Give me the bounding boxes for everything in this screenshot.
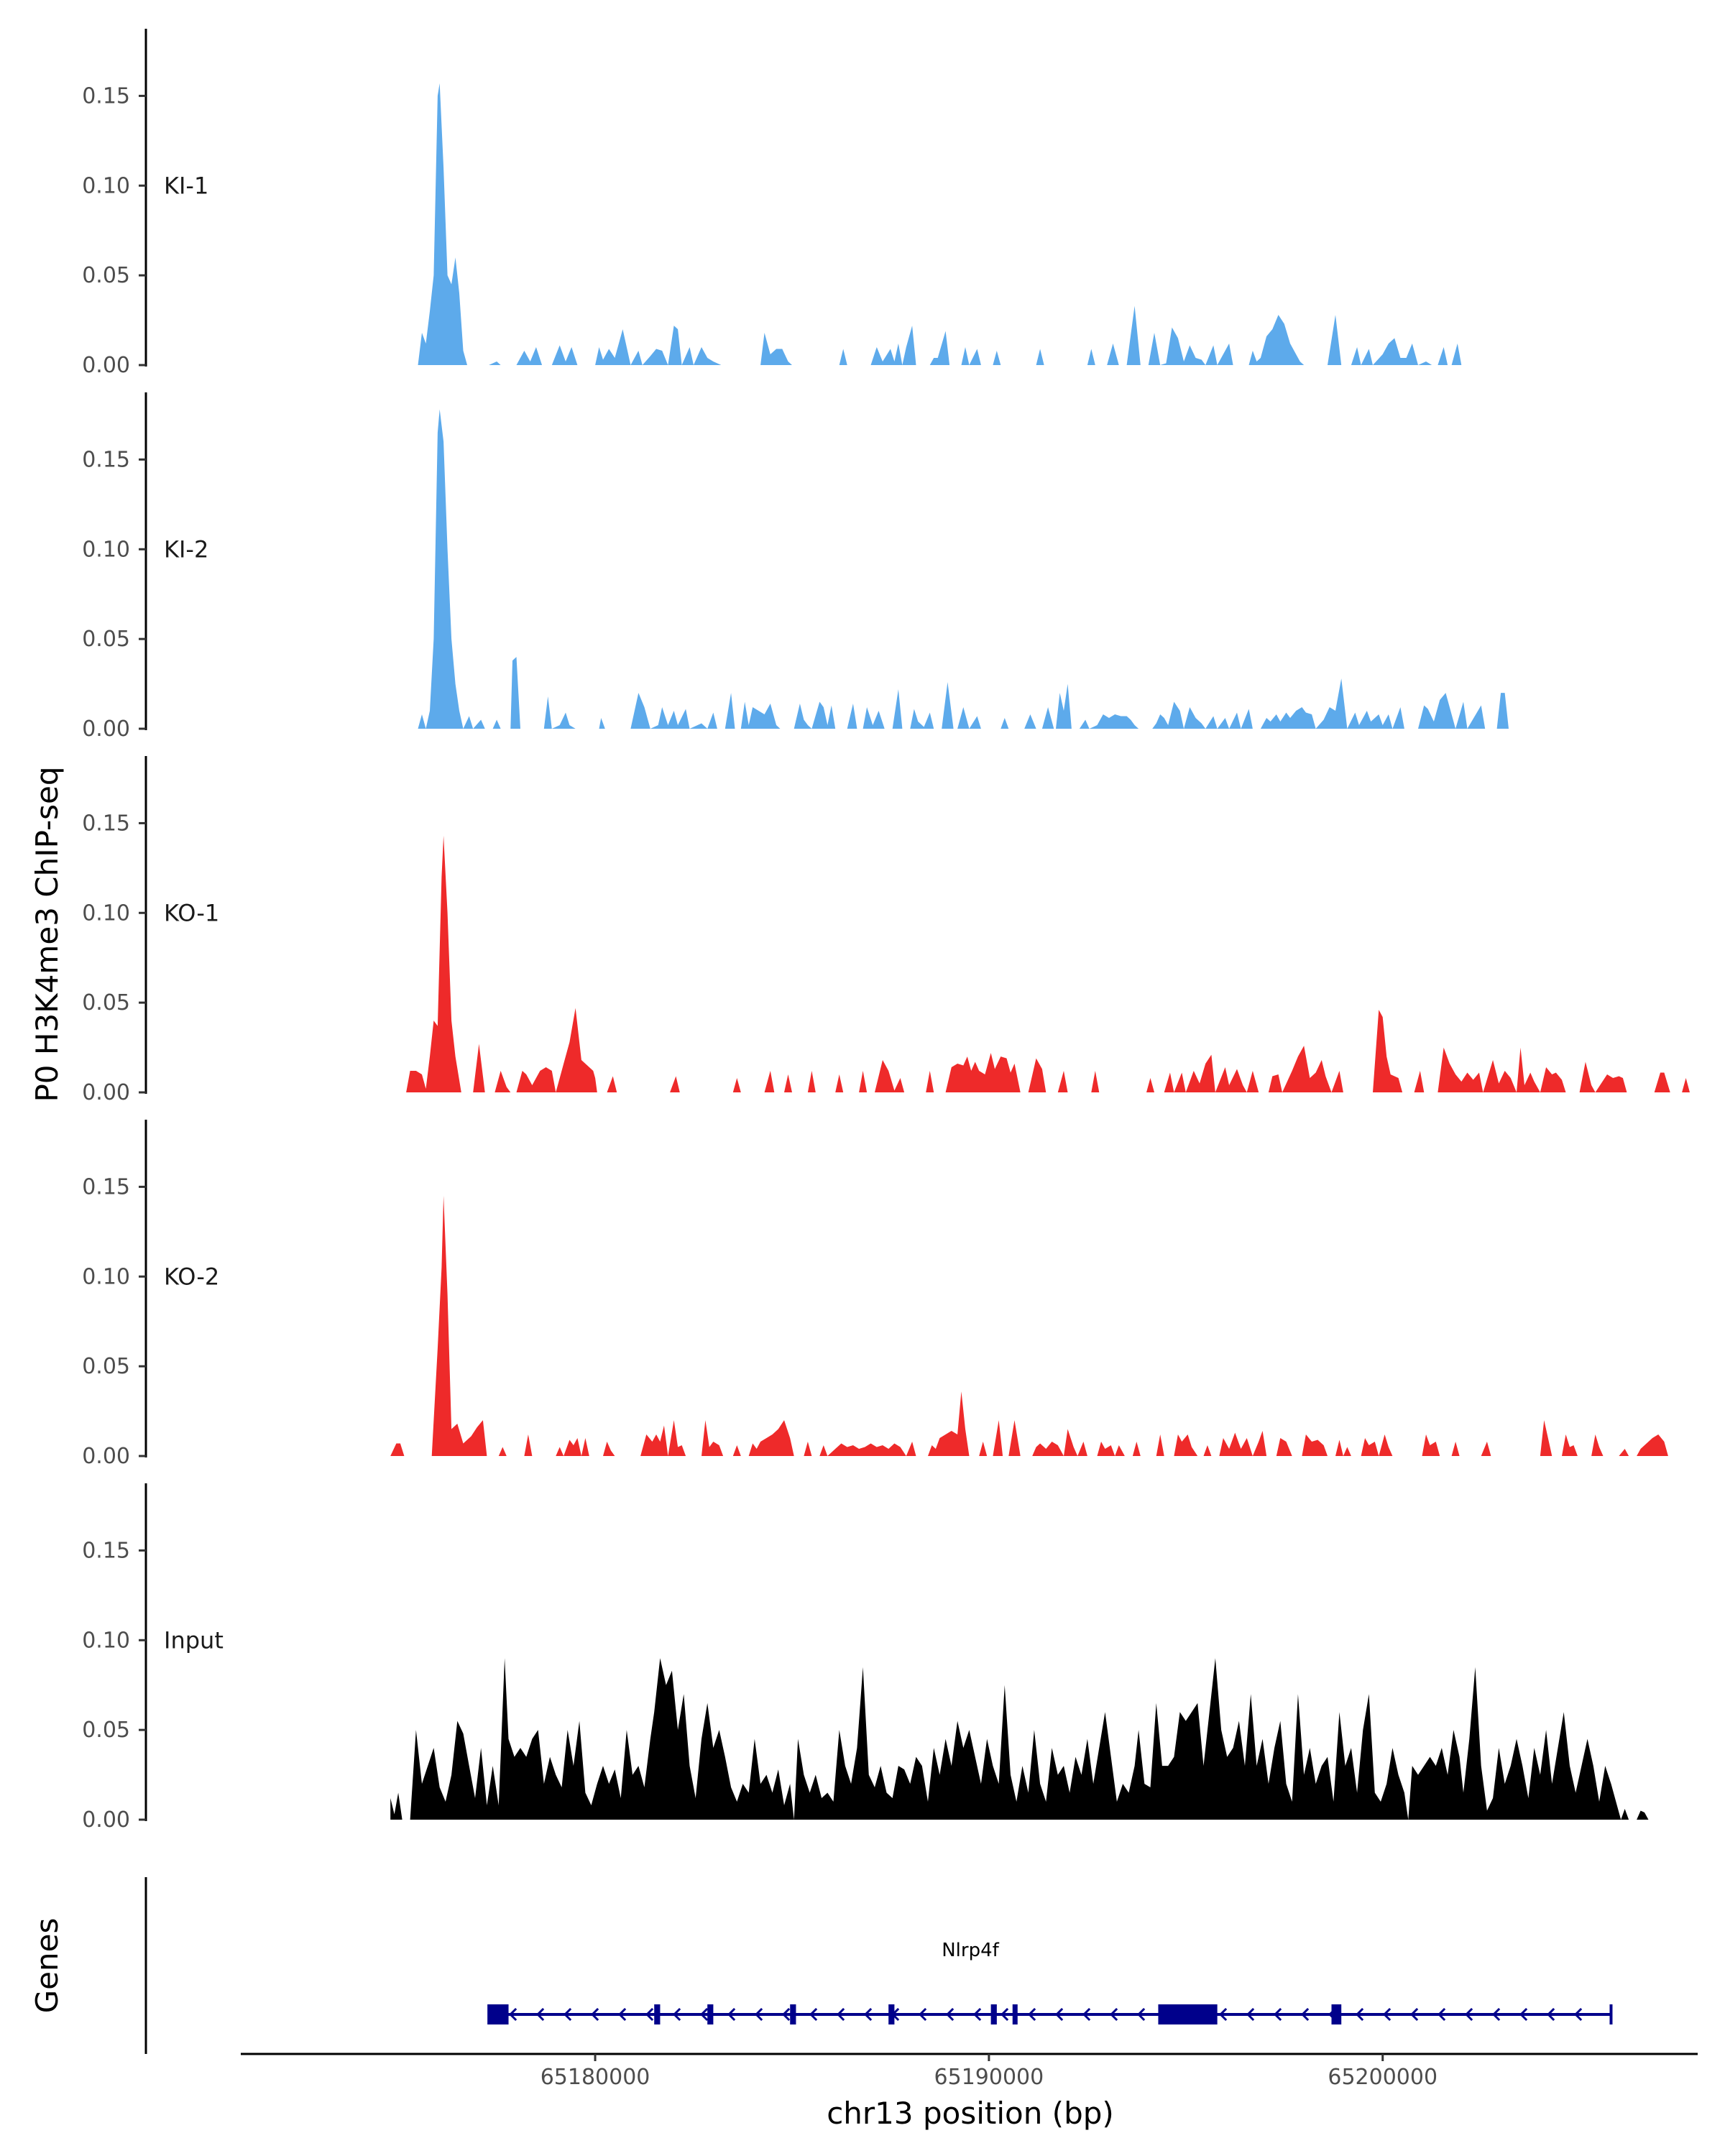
gene-exon — [707, 2004, 714, 2024]
track-input: 0.00 0.05 0.10 0.15 Input — [82, 1483, 1649, 1833]
strand-arrow — [1356, 2007, 1364, 2022]
strand-arrow — [727, 2007, 736, 2022]
strand-arrow — [946, 2007, 954, 2022]
track-label: KO-1 — [164, 900, 219, 927]
strand-arrow — [1028, 2007, 1036, 2022]
x-axis: 65180000 65190000 65200000 — [241, 2053, 1698, 2090]
strand-arrow — [1110, 2007, 1118, 2022]
track-label: KO-2 — [164, 1263, 219, 1291]
genes-axis-title: Genes — [29, 1918, 65, 2014]
strand-arrow — [645, 2007, 654, 2022]
signal-area-ki-2 — [418, 409, 1509, 729]
x-tick-label: 65190000 — [934, 2065, 1044, 2090]
gene-exon — [888, 2004, 895, 2024]
strand-arrow — [1465, 2007, 1473, 2022]
y-tick-label: 0.10 — [82, 900, 130, 926]
strand-arrow — [1547, 2007, 1555, 2022]
gene-name-label: Nlrp4f — [942, 1940, 999, 1961]
genes-panel: Genes Nlrp4f — [29, 1877, 1613, 2054]
track-ko-2: 0.00 0.05 0.10 0.15 KO-2 — [82, 1120, 1668, 1469]
y-tick-label: 0.15 — [82, 811, 130, 836]
strand-arrow — [536, 2007, 545, 2022]
x-axis-title: chr13 position (bp) — [827, 2096, 1114, 2131]
y-tick-label: 0.10 — [82, 537, 130, 562]
strand-arrow — [919, 2007, 927, 2022]
signal-area-ko-2 — [390, 1195, 1668, 1456]
strand-arrow — [673, 2007, 681, 2022]
strand-arrow — [509, 2007, 518, 2022]
y-tick-label: 0.10 — [82, 1264, 130, 1289]
gene-exon — [654, 2004, 661, 2024]
track-ki-2: 0.00 0.05 0.10 0.15 KI-2 — [82, 392, 1509, 742]
y-tick-label: 0.00 — [82, 1807, 130, 1833]
strand-arrow — [1438, 2007, 1446, 2022]
strand-arrow — [1055, 2007, 1064, 2022]
strand-arrow — [1219, 2007, 1228, 2022]
gene-exon — [1331, 2004, 1342, 2024]
y-tick-label: 0.05 — [82, 990, 130, 1015]
y-tick-label: 0.05 — [82, 263, 130, 288]
gene-exon — [1158, 2004, 1218, 2024]
track-label: Input — [164, 1627, 224, 1654]
track-ki-1: 0.00 0.05 0.10 0.15 KI-1 — [82, 29, 1462, 378]
y-tick-label: 0.00 — [82, 1444, 130, 1469]
strand-arrow — [1274, 2007, 1282, 2022]
strand-arrow — [1492, 2007, 1501, 2022]
y-tick-label: 0.00 — [82, 353, 130, 378]
y-tick-label: 0.15 — [82, 447, 130, 472]
y-tick-label: 0.10 — [82, 173, 130, 198]
y-tick-label: 0.00 — [82, 717, 130, 742]
strand-arrow — [782, 2007, 791, 2022]
y-tick-label: 0.10 — [82, 1628, 130, 1653]
track-label: KI-2 — [164, 536, 208, 563]
track-ko-1: 0.00 0.05 0.10 0.15 KO-1 — [82, 756, 1690, 1105]
strand-arrow — [1383, 2007, 1392, 2022]
strand-arrow — [1410, 2007, 1419, 2022]
y-tick-label: 0.15 — [82, 1174, 130, 1199]
y-tick-label: 0.15 — [82, 83, 130, 109]
strand-arrow — [1000, 2007, 1009, 2022]
strand-arrow — [1574, 2007, 1583, 2022]
strand-arrow — [618, 2007, 627, 2022]
gene-exon — [790, 2004, 796, 2024]
strand-arrow — [1246, 2007, 1255, 2022]
strand-arrow — [564, 2007, 572, 2022]
signal-area-ko-1 — [406, 835, 1690, 1092]
y-tick-label: 0.05 — [82, 1718, 130, 1743]
x-tick-label: 65200000 — [1328, 2065, 1438, 2090]
strand-arrow — [1137, 2007, 1146, 2022]
track-label: KI-1 — [164, 172, 208, 200]
strand-arrow — [700, 2007, 709, 2022]
signal-tracks: 0.00 0.05 0.10 0.15 KI-1 0.00 0.05 0.10 0.15 KI-2… — [82, 29, 1690, 1833]
strand-arrow — [809, 2007, 818, 2022]
strand-arrow — [837, 2007, 845, 2022]
gene-exon — [990, 2004, 997, 2024]
y-tick-label: 0.05 — [82, 1354, 130, 1379]
strand-arrow — [1519, 2007, 1528, 2022]
strand-arrow — [864, 2007, 873, 2022]
gene-model — [487, 2004, 1613, 2024]
x-tick-label: 65180000 — [540, 2065, 650, 2090]
strand-arrow — [755, 2007, 763, 2022]
signal-area-input — [390, 1658, 1649, 1820]
y-axis-title: P0 H3K4me3 ChIP-seq — [29, 766, 65, 1102]
y-tick-label: 0.15 — [82, 1538, 130, 1563]
strand-arrow — [1301, 2007, 1310, 2022]
gene-exon — [1012, 2004, 1018, 2024]
gene-exon — [489, 2004, 509, 2024]
strand-arrow — [591, 2007, 599, 2022]
y-tick-label: 0.05 — [82, 627, 130, 652]
strand-arrow — [973, 2007, 982, 2022]
signal-area-ki-1 — [418, 83, 1462, 366]
y-tick-label: 0.00 — [82, 1080, 130, 1105]
strand-arrow — [1082, 2007, 1091, 2022]
